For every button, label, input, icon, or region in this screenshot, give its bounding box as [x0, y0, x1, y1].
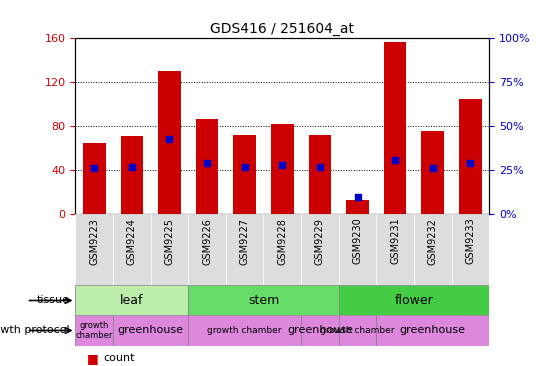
Bar [226, 214, 263, 285]
Text: count: count [103, 353, 135, 363]
Point [391, 157, 400, 163]
Point [240, 164, 249, 169]
Text: greenhouse: greenhouse [400, 325, 466, 336]
Text: GSM9230: GSM9230 [353, 218, 362, 264]
Text: GSM9226: GSM9226 [202, 218, 212, 265]
Text: growth chamber: growth chamber [320, 326, 395, 335]
Text: ■: ■ [87, 365, 98, 366]
Text: ■: ■ [87, 352, 98, 365]
Bar [339, 315, 376, 346]
Point [315, 164, 324, 169]
Bar [376, 214, 414, 285]
Text: GSM9227: GSM9227 [240, 218, 250, 265]
Text: growth
chamber: growth chamber [75, 321, 113, 340]
Point [165, 136, 174, 142]
Point [202, 160, 211, 166]
Text: flower: flower [395, 294, 433, 307]
Bar [158, 71, 181, 214]
Point [466, 160, 475, 166]
Text: growth chamber: growth chamber [207, 326, 282, 335]
Point [278, 162, 287, 168]
Bar [263, 214, 301, 285]
Bar [75, 315, 113, 346]
Bar [384, 42, 406, 214]
Bar [301, 214, 339, 285]
Text: growth protocol: growth protocol [0, 325, 70, 336]
Point [90, 165, 99, 171]
Point [353, 194, 362, 199]
Bar [339, 285, 489, 315]
Point [428, 165, 437, 171]
Bar [271, 124, 293, 214]
Text: GSM9224: GSM9224 [127, 218, 137, 265]
Bar [414, 214, 452, 285]
Bar [421, 131, 444, 214]
Text: greenhouse: greenhouse [118, 325, 184, 336]
Bar [346, 200, 369, 214]
Bar [75, 214, 113, 285]
Bar [113, 214, 151, 285]
Bar [75, 285, 188, 315]
Bar [121, 136, 143, 214]
Text: GSM9225: GSM9225 [164, 218, 174, 265]
Bar [188, 285, 339, 315]
Bar [188, 315, 301, 346]
Bar [234, 135, 256, 214]
Text: GSM9228: GSM9228 [277, 218, 287, 265]
Text: tissue: tissue [37, 295, 70, 306]
Bar [309, 135, 331, 214]
Text: greenhouse: greenhouse [287, 325, 353, 336]
Bar [83, 143, 106, 214]
Bar [452, 214, 489, 285]
Text: leaf: leaf [120, 294, 144, 307]
Text: GSM9229: GSM9229 [315, 218, 325, 265]
Bar [459, 99, 482, 214]
Text: GSM9232: GSM9232 [428, 218, 438, 265]
Title: GDS416 / 251604_at: GDS416 / 251604_at [210, 22, 354, 36]
Bar [376, 315, 489, 346]
Point [127, 164, 136, 169]
Text: GSM9223: GSM9223 [89, 218, 100, 265]
Text: GSM9233: GSM9233 [465, 218, 475, 264]
Bar [113, 315, 188, 346]
Bar [188, 214, 226, 285]
Bar [151, 214, 188, 285]
Bar [196, 119, 219, 214]
Bar [301, 315, 339, 346]
Text: stem: stem [248, 294, 279, 307]
Text: GSM9231: GSM9231 [390, 218, 400, 264]
Bar [339, 214, 376, 285]
